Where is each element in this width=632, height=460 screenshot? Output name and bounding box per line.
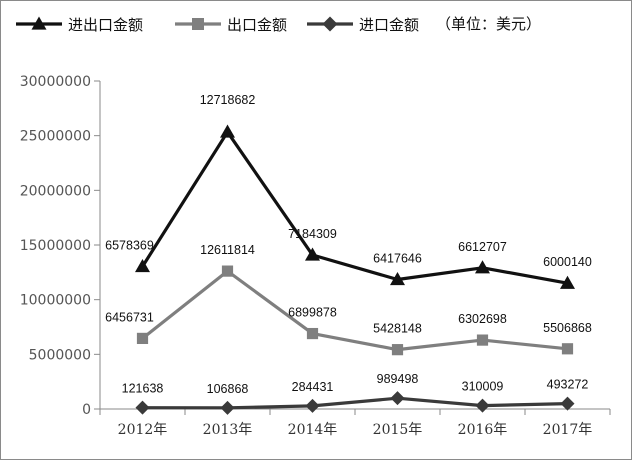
data-point <box>560 275 575 289</box>
axes: 0 5000000 10000000 15000000 20000000 25000000… <box>20 74 611 438</box>
data-label: 12718682 <box>200 93 256 107</box>
data-label: 7184309 <box>288 227 337 241</box>
legend-marker <box>192 18 204 30</box>
data-label: 284431 <box>292 380 334 394</box>
data-point <box>135 400 150 415</box>
data-point <box>475 260 490 274</box>
y-tick-label: 0 <box>82 402 91 418</box>
data-point <box>305 398 320 413</box>
legend-marker <box>31 16 47 30</box>
x-tick-label: 2015年 <box>373 422 423 438</box>
legend-item-3: 进口金额 <box>307 16 419 34</box>
x-tick-label: 2014年 <box>288 422 338 438</box>
x-tick-label: 2013年 <box>203 422 253 438</box>
y-tick-label: 15000000 <box>20 238 91 254</box>
series-line <box>141 269 568 352</box>
data-point <box>391 344 404 356</box>
data-point <box>221 265 234 277</box>
x-tick-label: 2016年 <box>458 422 508 438</box>
y-tick-label: 20000000 <box>20 183 91 199</box>
unit-note-wrap: （单位：美元） <box>436 15 541 33</box>
series-2 <box>136 265 574 356</box>
data-point <box>476 334 489 346</box>
data-point <box>136 332 149 345</box>
legend-item-1: 进出口金额 <box>16 16 143 34</box>
series-line <box>141 130 568 285</box>
data-point <box>390 271 405 286</box>
legend-label: 出口金额 <box>227 16 287 34</box>
data-point <box>475 398 490 413</box>
data-label: 6302698 <box>458 312 507 326</box>
data-point <box>306 327 319 340</box>
series-1 <box>135 124 575 289</box>
y-tick-label: 10000000 <box>20 293 91 309</box>
legend: 进出口金额 出口金额 进口金额 <box>16 16 419 34</box>
data-label: 310009 <box>462 380 504 394</box>
data-label: 493272 <box>547 378 589 392</box>
y-tick-label: 30000000 <box>20 74 91 90</box>
series-3 <box>135 391 575 415</box>
data-label: 6899878 <box>288 306 337 320</box>
data-label-layer: 6578369 12718682 7184309 6417646 6612707 6000… <box>105 93 592 396</box>
legend-label: 进出口金额 <box>68 16 143 34</box>
y-tick-label: 25000000 <box>20 129 91 145</box>
data-label: 989498 <box>377 372 419 386</box>
x-tick-label: 2017年 <box>543 422 593 438</box>
data-label: 5428148 <box>373 322 422 336</box>
data-label: 6456731 <box>105 310 154 324</box>
y-tick-label: 5000000 <box>29 347 91 363</box>
data-point <box>135 258 150 273</box>
x-tick-label: 2012年 <box>118 422 168 438</box>
data-point <box>220 124 235 138</box>
data-point <box>390 391 405 406</box>
data-label: 12611814 <box>200 243 255 257</box>
data-point <box>305 247 320 261</box>
unit-note: （单位：美元） <box>436 15 541 33</box>
legend-marker <box>322 16 338 32</box>
data-point <box>560 396 575 411</box>
data-label: 106868 <box>207 382 249 396</box>
data-label: 6612707 <box>458 240 507 254</box>
data-label: 6417646 <box>373 251 422 265</box>
data-label: 5506868 <box>543 321 592 335</box>
legend-label: 进口金额 <box>359 16 419 34</box>
series-line <box>142 396 568 410</box>
data-label: 121638 <box>122 382 164 396</box>
data-label: 6578369 <box>105 238 154 252</box>
legend-item-2: 出口金额 <box>175 16 287 34</box>
data-point <box>561 343 574 355</box>
data-point <box>220 400 235 415</box>
series-layer <box>135 124 575 415</box>
data-label: 6000140 <box>543 255 592 269</box>
